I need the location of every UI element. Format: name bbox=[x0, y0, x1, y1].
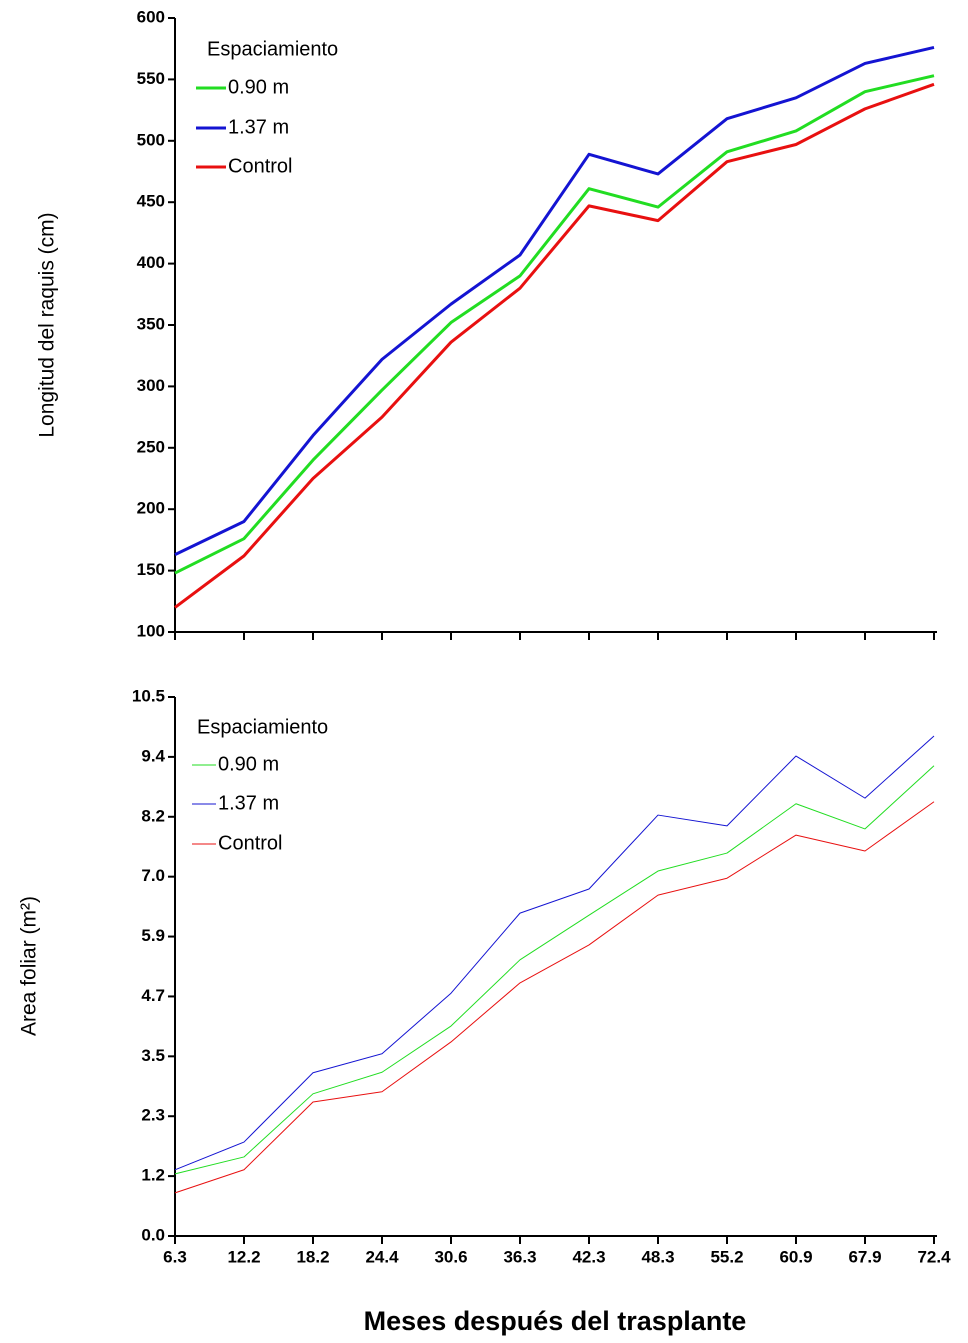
y-tick-label: 100 bbox=[137, 621, 165, 640]
x-tick-label: 60.9 bbox=[779, 1247, 812, 1266]
y-tick-label: 10.5 bbox=[132, 686, 165, 705]
x-tick-label: 67.9 bbox=[848, 1247, 881, 1266]
y-tick-label: 7.0 bbox=[141, 866, 165, 885]
y-tick-label: 4.7 bbox=[141, 986, 165, 1005]
y-tick-label: 5.9 bbox=[141, 926, 165, 945]
x-tick-label: 42.3 bbox=[572, 1247, 605, 1266]
y-tick-label: 150 bbox=[137, 560, 165, 579]
data-line bbox=[174, 765, 935, 1175]
legend-label: Control bbox=[228, 155, 292, 177]
y-axis-title: Longitud del raquis (cm) bbox=[36, 212, 59, 437]
legend-label: 0.90 m bbox=[218, 753, 279, 775]
x-tick-label: 72.4 bbox=[917, 1247, 951, 1266]
y-tick-label: 550 bbox=[137, 69, 165, 88]
x-tick-label: 24.4 bbox=[365, 1247, 399, 1266]
x-axis-title: Meses después del trasplante bbox=[364, 1306, 747, 1336]
y-axis-title: Area foliar (m²) bbox=[18, 896, 41, 1036]
legend-title: Espaciamiento bbox=[207, 38, 338, 60]
data-line bbox=[174, 735, 935, 1171]
legend-label: 1.37 m bbox=[228, 116, 289, 138]
x-tick-label: 30.6 bbox=[434, 1247, 467, 1266]
x-tick-label: 18.2 bbox=[296, 1247, 329, 1266]
y-tick-label: 300 bbox=[137, 376, 165, 395]
data-line bbox=[174, 46, 935, 556]
y-tick-label: 0.0 bbox=[141, 1225, 165, 1244]
y-tick-label: 200 bbox=[137, 499, 165, 518]
y-tick-label: 600 bbox=[137, 7, 165, 26]
x-tick-label: 36.3 bbox=[503, 1247, 536, 1266]
y-tick-label: 8.2 bbox=[141, 806, 165, 825]
data-line bbox=[174, 82, 935, 609]
y-tick-label: 500 bbox=[137, 130, 165, 149]
legend-label: 1.37 m bbox=[218, 792, 279, 814]
y-tick-label: 250 bbox=[137, 437, 165, 456]
x-tick-label: 55.2 bbox=[710, 1247, 743, 1266]
y-tick-label: 3.5 bbox=[141, 1046, 165, 1065]
x-tick-label: 48.3 bbox=[641, 1247, 674, 1266]
y-tick-label: 400 bbox=[137, 253, 165, 272]
legend-title: Espaciamiento bbox=[197, 716, 328, 738]
y-tick-label: 1.2 bbox=[141, 1166, 165, 1185]
data-line bbox=[174, 74, 935, 575]
x-tick-label: 12.2 bbox=[227, 1247, 260, 1266]
y-tick-label: 450 bbox=[137, 192, 165, 211]
y-tick-label: 2.3 bbox=[141, 1106, 165, 1125]
data-line bbox=[174, 801, 935, 1194]
legend-label: Control bbox=[218, 832, 282, 854]
x-tick-label: 6.3 bbox=[163, 1247, 187, 1266]
legend-label: 0.90 m bbox=[228, 76, 289, 98]
y-tick-label: 9.4 bbox=[141, 746, 165, 765]
y-tick-label: 350 bbox=[137, 314, 165, 333]
